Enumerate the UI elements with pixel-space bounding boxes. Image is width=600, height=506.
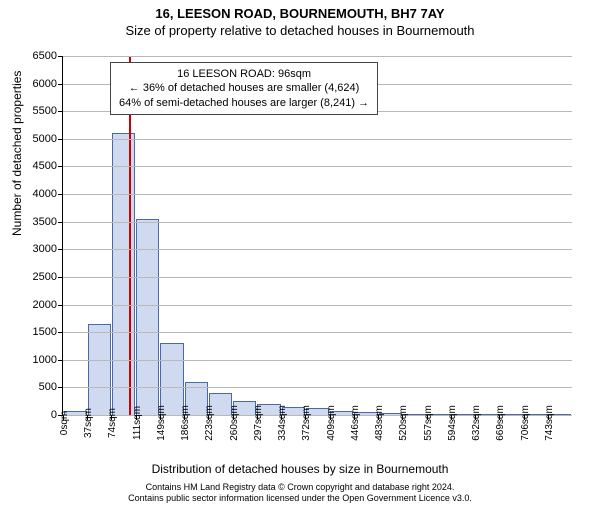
xtick-label: 260sqm	[229, 405, 240, 441]
xtick-label: 557sqm	[423, 405, 434, 441]
grid-line	[63, 305, 572, 306]
ytick-label: 2000	[33, 299, 63, 311]
ytick-label: 2500	[33, 271, 63, 283]
ytick-label: 500	[39, 381, 63, 393]
ytick-label: 1500	[33, 326, 63, 338]
grid-line	[63, 249, 572, 250]
xtick-label: 297sqm	[253, 405, 264, 441]
grid-line	[63, 194, 572, 195]
xtick-label: 632sqm	[471, 405, 482, 441]
xtick-label: 520sqm	[398, 405, 409, 441]
page-title-line1: 16, LEESON ROAD, BOURNEMOUTH, BH7 7AY	[0, 6, 600, 21]
ytick-label: 1000	[33, 354, 63, 366]
ytick-label: 3500	[33, 216, 63, 228]
xtick-label: 37sqm	[83, 408, 94, 438]
annotation-line3: 64% of semi-detached houses are larger (…	[119, 96, 369, 110]
xtick-label: 483sqm	[374, 405, 385, 441]
xtick-label: 223sqm	[204, 405, 215, 441]
xtick-label: 334sqm	[277, 405, 288, 441]
xtick-label: 706sqm	[520, 405, 531, 441]
histogram-bar	[112, 133, 135, 415]
xtick-label: 111sqm	[132, 406, 143, 440]
grid-line	[63, 166, 572, 167]
grid-line	[63, 387, 572, 388]
footer-attribution: Contains HM Land Registry data © Crown c…	[0, 482, 600, 504]
histogram-bar	[88, 324, 111, 415]
ytick-label: 4500	[33, 160, 63, 172]
grid-line	[63, 222, 572, 223]
annotation-line1: 16 LEESON ROAD: 96sqm	[119, 67, 369, 81]
grid-line	[63, 332, 572, 333]
xtick-label: 743sqm	[544, 405, 555, 441]
y-axis-label: Number of detached properties	[10, 71, 24, 236]
footer-line2: Contains public sector information licen…	[0, 493, 600, 504]
grid-line	[63, 277, 572, 278]
footer-line1: Contains HM Land Registry data © Crown c…	[0, 482, 600, 493]
xtick-label: 186sqm	[180, 405, 191, 441]
annotation-line2: ← 36% of detached houses are smaller (4,…	[119, 81, 369, 95]
ytick-label: 6000	[33, 78, 63, 90]
grid-line	[63, 56, 572, 57]
x-axis-label: Distribution of detached houses by size …	[0, 462, 600, 476]
ytick-label: 5500	[33, 105, 63, 117]
page-title-line2: Size of property relative to detached ho…	[0, 23, 600, 38]
ytick-label: 6500	[33, 50, 63, 62]
xtick-label: 594sqm	[447, 405, 458, 441]
xtick-label: 74sqm	[107, 408, 118, 438]
xtick-label: 446sqm	[350, 405, 361, 441]
ytick-label: 5000	[33, 133, 63, 145]
ytick-label: 3000	[33, 243, 63, 255]
annotation-callout: 16 LEESON ROAD: 96sqm ← 36% of detached …	[110, 62, 378, 115]
xtick-label: 372sqm	[301, 405, 312, 441]
xtick-label: 0sqm	[59, 411, 70, 435]
xtick-label: 409sqm	[326, 405, 337, 441]
grid-line	[63, 360, 572, 361]
ytick-label: 4000	[33, 188, 63, 200]
xtick-label: 149sqm	[156, 405, 167, 441]
xtick-label: 669sqm	[495, 405, 506, 441]
grid-line	[63, 139, 572, 140]
